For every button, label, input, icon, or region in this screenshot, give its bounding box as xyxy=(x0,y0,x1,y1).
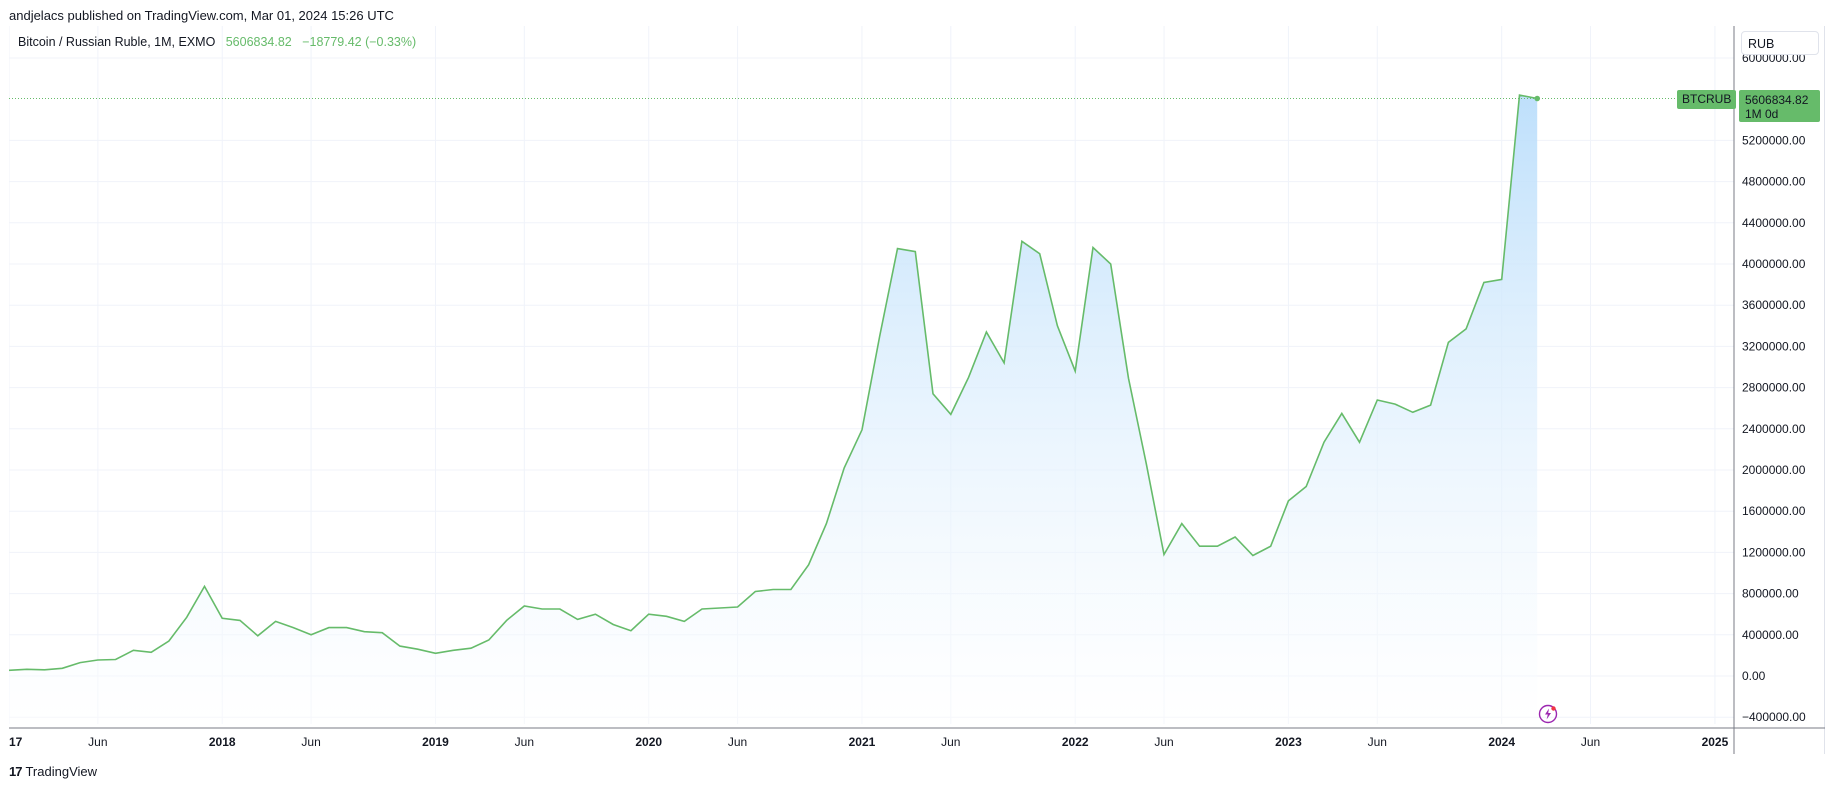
y-tick-label: 2000000.00 xyxy=(1742,463,1806,477)
price-line xyxy=(9,94,1538,672)
x-tick-label: Jun xyxy=(88,735,107,749)
y-tick-label: 400000.00 xyxy=(1742,628,1799,642)
symbol-legend[interactable]: Bitcoin / Russian Ruble, 1M, EXMO 560683… xyxy=(18,35,416,49)
y-tick-label: 2400000.00 xyxy=(1742,422,1806,436)
tradingview-logo-mark: 17 xyxy=(9,764,23,779)
x-tick-label: 2017 xyxy=(9,735,23,749)
x-tick-label: Jun xyxy=(1368,735,1387,749)
y-tick-label: 3600000.00 xyxy=(1742,298,1806,312)
y-tick-label: 1200000.00 xyxy=(1742,545,1806,559)
x-tick-label: Jun xyxy=(301,735,320,749)
legend-last-value: 5606834.82 xyxy=(225,35,292,49)
legend-change: −18779.42 (−0.33%) xyxy=(302,35,417,49)
y-tick-label: 4800000.00 xyxy=(1742,175,1806,189)
x-tick-label: 2022 xyxy=(1062,735,1089,749)
x-tick-label: 2023 xyxy=(1275,735,1302,749)
publish-attribution: andjelacs published on TradingView.com, … xyxy=(9,8,394,23)
x-tick-label: Jun xyxy=(515,735,534,749)
y-tick-label: 800000.00 xyxy=(1742,587,1799,601)
x-tick-label: 2019 xyxy=(422,735,449,749)
y-tick-label: 4000000.00 xyxy=(1742,257,1806,271)
last-price-tag: 5606834.82 1M 0d xyxy=(1739,90,1820,122)
x-tick-label: Jun xyxy=(1154,735,1173,749)
chart-frame: −400000.00 0.00 400000.00 800000.00 1200000.… xyxy=(9,26,1825,754)
y-tick-label: 2800000.00 xyxy=(1742,381,1806,395)
x-tick-label: 2020 xyxy=(635,735,662,749)
tradingview-logo[interactable]: 17 TradingView xyxy=(9,764,97,779)
lightning-bolt-icon[interactable] xyxy=(1538,704,1558,724)
tradingview-brand: TradingView xyxy=(25,764,98,779)
y-tick-label: 3200000.00 xyxy=(1742,339,1806,353)
x-tick-label: Jun xyxy=(1581,735,1600,749)
y-tick-label: 5200000.00 xyxy=(1742,133,1806,147)
symbol-price-tag: BTCRUB xyxy=(1677,90,1737,109)
y-tick-label: 4400000.00 xyxy=(1742,216,1806,230)
bar-countdown: 1M 0d xyxy=(1745,107,1779,121)
time-axis[interactable]: 2017 Jun 2018 Jun 2019 Jun 2020 Jun 2021 Jun 2022 J… xyxy=(9,735,1729,749)
price-area-fill xyxy=(9,95,1538,728)
last-price-dot xyxy=(1534,95,1541,102)
price-chart[interactable]: −400000.00 0.00 400000.00 800000.00 1200000.… xyxy=(9,26,1825,754)
x-tick-label: 2021 xyxy=(849,735,876,749)
y-tick-label: 1600000.00 xyxy=(1742,504,1806,518)
currency-button[interactable]: RUB xyxy=(1741,31,1819,55)
y-tick-label: 0.00 xyxy=(1742,669,1766,683)
x-tick-label: 2024 xyxy=(1488,735,1515,749)
x-tick-label: 2018 xyxy=(209,735,236,749)
x-tick-label: 2025 xyxy=(1702,735,1729,749)
y-tick-label: −400000.00 xyxy=(1742,710,1806,724)
x-tick-label: Jun xyxy=(941,735,960,749)
price-axis[interactable]: −400000.00 0.00 400000.00 800000.00 1200000.… xyxy=(1742,51,1806,724)
last-price-value: 5606834.82 xyxy=(1745,93,1809,107)
x-tick-label: Jun xyxy=(728,735,747,749)
legend-symbol-text: Bitcoin / Russian Ruble, 1M, EXMO xyxy=(18,35,216,49)
